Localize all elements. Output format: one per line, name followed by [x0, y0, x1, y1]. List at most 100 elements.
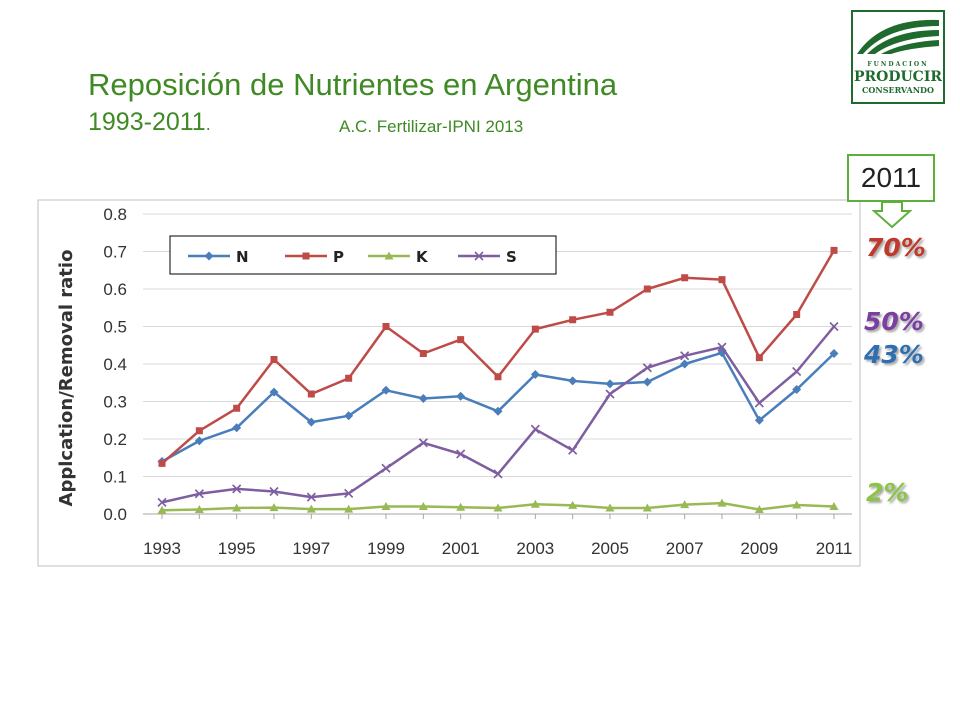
- data-point-k: [306, 504, 316, 513]
- data-point-n: [680, 359, 690, 369]
- series-p: [158, 246, 838, 467]
- subtitle-years: 1993-2011: [88, 108, 206, 136]
- data-point-k: [642, 503, 652, 512]
- data-point-n: [269, 387, 279, 397]
- data-point-n: [754, 415, 764, 425]
- data-point-k: [194, 505, 204, 513]
- annotation-p-percent: 70%: [866, 233, 927, 263]
- y-tick-label: 0.6: [103, 280, 127, 299]
- annotation-n-percent: 43%: [864, 340, 925, 370]
- data-point-p: [606, 308, 614, 316]
- data-point-s: [456, 449, 466, 459]
- data-point-k: [269, 503, 279, 512]
- data-point-n: [568, 376, 578, 386]
- data-point-s: [306, 492, 316, 502]
- data-point-s: [269, 486, 279, 497]
- data-point-p: [195, 427, 203, 435]
- data-point-p: [793, 311, 801, 318]
- x-tick-label: 2009: [740, 539, 778, 558]
- data-point-p: [755, 354, 763, 362]
- annotation-s-percent: 50%: [864, 307, 925, 337]
- data-point-p: [307, 390, 315, 398]
- data-point-k: [754, 505, 764, 513]
- data-point-s: [792, 366, 802, 377]
- data-point-n: [792, 385, 802, 394]
- data-point-p: [494, 373, 502, 381]
- x-tick-label: 2007: [666, 539, 704, 558]
- x-tick-label: 1999: [367, 539, 405, 558]
- data-point-n: [642, 377, 652, 387]
- source-citation: A.C. Fertilizar-IPNI 2013: [339, 117, 524, 136]
- data-point-s: [754, 398, 764, 408]
- data-point-k: [829, 502, 839, 510]
- data-point-k: [381, 502, 391, 510]
- data-point-s: [530, 424, 540, 434]
- data-point-s: [568, 445, 578, 455]
- data-point-p: [302, 252, 310, 260]
- x-tick-label: 1997: [292, 539, 330, 558]
- logo-line3: CONSERVANDO: [862, 85, 934, 95]
- page-subtitle: 1993-2011.: [88, 108, 211, 138]
- data-point-p: [233, 404, 241, 412]
- data-point-s: [474, 251, 484, 261]
- data-point-s: [344, 488, 354, 498]
- x-tick-label: 2001: [442, 539, 480, 558]
- data-point-p: [270, 356, 278, 363]
- data-point-s: [717, 342, 727, 352]
- y-tick-label: 0.5: [103, 318, 127, 337]
- data-point-s: [605, 389, 615, 399]
- data-point-k: [157, 505, 167, 514]
- y-tick-label: 0.7: [103, 243, 127, 262]
- data-point-p: [718, 276, 726, 284]
- data-point-n: [418, 394, 428, 403]
- data-point-n: [204, 251, 214, 261]
- y-axis-title: Applcation/Removal ratio: [56, 250, 77, 507]
- data-point-s: [232, 484, 242, 494]
- data-point-s: [493, 469, 503, 479]
- data-point-p: [681, 274, 689, 282]
- series-n: [157, 348, 839, 466]
- data-point-k: [605, 503, 615, 512]
- data-point-n: [344, 411, 354, 421]
- legend-label-p: P: [333, 248, 344, 266]
- data-point-k: [680, 500, 690, 509]
- data-point-n: [829, 349, 839, 358]
- y-tick-label: 0.4: [103, 355, 127, 374]
- data-point-k: [493, 503, 503, 512]
- data-point-k: [456, 502, 466, 511]
- series-k: [157, 498, 839, 514]
- data-point-p: [382, 323, 390, 330]
- data-point-p: [158, 459, 166, 467]
- data-point-p: [345, 374, 353, 382]
- y-tick-label: 0.3: [103, 393, 127, 412]
- data-point-k: [792, 500, 802, 509]
- data-point-p: [830, 246, 838, 254]
- legend-label-s: S: [506, 248, 517, 266]
- data-point-k: [418, 502, 428, 510]
- data-point-n: [194, 436, 204, 446]
- logo-field-arc-1: [857, 19, 939, 54]
- data-point-s: [418, 438, 428, 448]
- data-point-k: [717, 498, 727, 507]
- legend-label-n: N: [236, 248, 249, 266]
- data-point-n: [232, 423, 242, 433]
- data-point-n: [530, 370, 540, 379]
- data-point-p: [419, 350, 427, 357]
- x-tick-label: 1995: [218, 539, 256, 558]
- callout-arrow-icon: [872, 201, 912, 229]
- data-point-n: [493, 406, 503, 416]
- data-point-s: [194, 489, 204, 499]
- x-tick-label: 2003: [516, 539, 554, 558]
- data-point-n: [605, 379, 615, 389]
- data-point-s: [642, 363, 652, 373]
- y-tick-label: 0.1: [103, 468, 127, 487]
- data-point-s: [381, 463, 391, 473]
- logo-line1: FUNDACION: [867, 61, 928, 68]
- data-point-s: [157, 497, 167, 507]
- legend-label-k: K: [416, 248, 429, 266]
- x-tick-label: 1993: [143, 539, 181, 558]
- data-point-p: [643, 285, 651, 293]
- annotation-k-percent: 2%: [865, 478, 909, 508]
- data-point-s: [680, 351, 690, 361]
